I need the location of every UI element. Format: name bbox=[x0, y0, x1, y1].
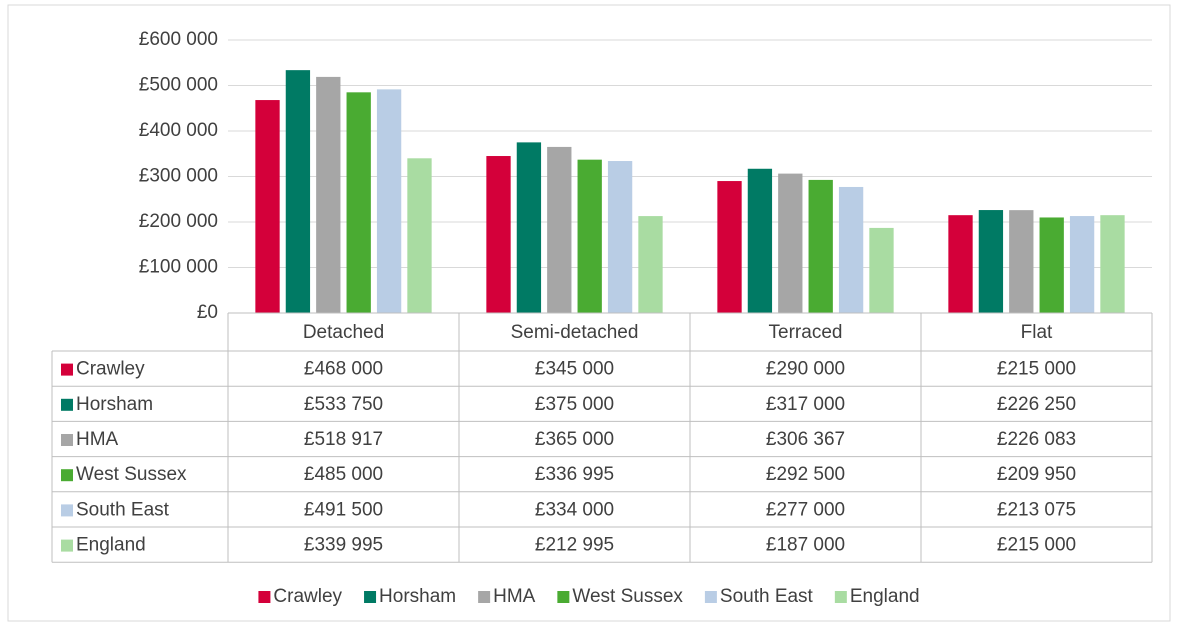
table-row-label: West Sussex bbox=[76, 464, 187, 485]
table-cell: £336 995 bbox=[535, 464, 614, 485]
legend-label: Crawley bbox=[273, 586, 342, 607]
legend-key bbox=[258, 591, 271, 603]
legend-label: South East bbox=[720, 586, 814, 607]
bar bbox=[1039, 217, 1064, 313]
table-legend-key bbox=[61, 539, 73, 552]
x-tick-label: Flat bbox=[1021, 322, 1053, 343]
chart-border bbox=[7, 4, 1171, 622]
table-cell: £533 750 bbox=[304, 394, 383, 415]
table-cell: £226 250 bbox=[997, 394, 1076, 415]
table-legend-key bbox=[61, 363, 73, 376]
y-tick-label: £100 000 bbox=[139, 257, 218, 278]
bar bbox=[577, 159, 602, 313]
x-tick-label: Terraced bbox=[769, 322, 843, 343]
bar bbox=[717, 181, 742, 313]
bar bbox=[346, 92, 371, 313]
x-tick-label: Detached bbox=[303, 322, 384, 343]
bar bbox=[1069, 216, 1095, 313]
table-row-label: Horsham bbox=[76, 394, 153, 415]
table-cell: £226 083 bbox=[997, 429, 1076, 450]
bar bbox=[547, 146, 572, 313]
bar bbox=[808, 179, 833, 313]
y-tick-label: £200 000 bbox=[139, 211, 218, 232]
table-row-label: HMA bbox=[76, 429, 119, 450]
bar bbox=[316, 76, 341, 313]
table-cell: £187 000 bbox=[766, 535, 845, 556]
bar bbox=[638, 216, 663, 313]
y-tick-label: £600 000 bbox=[139, 29, 218, 50]
legend-key bbox=[364, 591, 377, 603]
table-cell: £518 917 bbox=[304, 429, 383, 450]
bar bbox=[978, 210, 1004, 313]
bar bbox=[1100, 215, 1125, 313]
table-row-label: England bbox=[76, 535, 146, 556]
y-tick-label: £300 000 bbox=[139, 166, 218, 187]
table-cell: £468 000 bbox=[304, 359, 383, 380]
table-cell: £215 000 bbox=[997, 535, 1076, 556]
bar bbox=[255, 100, 280, 313]
bar bbox=[516, 142, 542, 313]
table-cell: £485 000 bbox=[304, 464, 383, 485]
legend-label: Horsham bbox=[379, 586, 456, 607]
bar bbox=[778, 173, 803, 313]
table-cell: £317 000 bbox=[766, 394, 845, 415]
table-cell: £334 000 bbox=[535, 499, 614, 520]
bar bbox=[285, 70, 311, 313]
legend-key bbox=[834, 591, 847, 603]
y-tick-label: £0 bbox=[197, 302, 218, 323]
table-cell: £292 500 bbox=[766, 464, 845, 485]
bar bbox=[376, 89, 402, 314]
table-cell: £277 000 bbox=[766, 499, 845, 520]
legend-label: England bbox=[850, 586, 920, 607]
legend-key bbox=[557, 591, 570, 603]
table-cell: £212 995 bbox=[535, 535, 614, 556]
bar bbox=[486, 156, 511, 313]
bar bbox=[747, 168, 773, 313]
table-legend-key bbox=[61, 469, 73, 482]
table-cell: £209 950 bbox=[997, 464, 1076, 485]
table-cell: £375 000 bbox=[535, 394, 614, 415]
table-cell: £491 500 bbox=[304, 499, 383, 520]
table-legend-key bbox=[61, 434, 73, 446]
y-tick-label: £500 000 bbox=[139, 75, 218, 96]
table-cell: £365 000 bbox=[535, 429, 614, 450]
bar bbox=[948, 215, 973, 313]
table-cell: £306 367 bbox=[766, 429, 845, 450]
legend-key bbox=[704, 591, 717, 603]
table-cell: £339 995 bbox=[304, 535, 383, 556]
table-row-label: South East bbox=[76, 499, 170, 520]
bar bbox=[407, 158, 432, 313]
table-cell: £215 000 bbox=[997, 359, 1076, 380]
bar bbox=[1009, 210, 1034, 313]
table-cell: £345 000 bbox=[535, 359, 614, 380]
bar bbox=[869, 227, 894, 313]
legend-label: West Sussex bbox=[572, 586, 683, 607]
table-legend-key bbox=[61, 398, 73, 411]
y-tick-label: £400 000 bbox=[139, 120, 218, 141]
bar bbox=[607, 161, 633, 313]
legend-key bbox=[478, 591, 491, 603]
table-cell: £290 000 bbox=[766, 359, 845, 380]
legend-label: HMA bbox=[493, 586, 536, 607]
table-row-label: Crawley bbox=[76, 359, 145, 380]
bar bbox=[838, 186, 864, 313]
x-tick-label: Semi-detached bbox=[511, 322, 639, 343]
table-cell: £213 075 bbox=[997, 499, 1076, 520]
table-legend-key bbox=[61, 504, 73, 517]
